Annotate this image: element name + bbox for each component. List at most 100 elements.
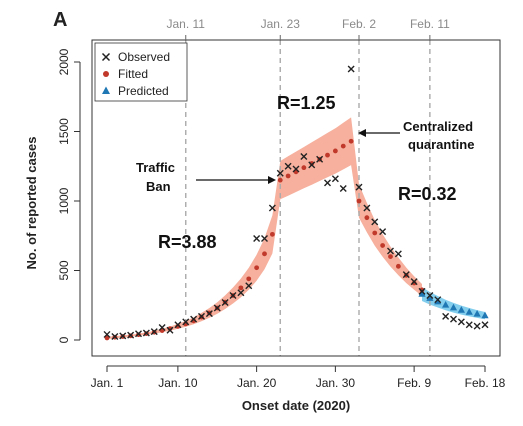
observed-point [324, 179, 331, 187]
observed-point [111, 333, 119, 341]
observed-point [292, 165, 300, 173]
observed-point [371, 218, 379, 226]
observed-point [237, 289, 245, 297]
predicted-point [473, 310, 481, 317]
quarantine-arrowhead [358, 129, 366, 137]
observed-point [465, 321, 473, 329]
predicted-point [442, 300, 450, 308]
legend-label: Observed [118, 50, 170, 64]
predicted-point [434, 297, 442, 305]
r-value-label: R=1.25 [277, 93, 336, 113]
x-axis-title: Onset date (2020) [242, 398, 350, 413]
fitted-point [364, 215, 370, 221]
fitted-point [246, 276, 252, 282]
observed-point [308, 161, 316, 169]
traffic-ban-label-line2: Ban [146, 179, 171, 194]
fitted-point [388, 254, 393, 259]
observed-point [331, 175, 339, 183]
observed-point [221, 298, 229, 306]
observed-point [434, 296, 442, 304]
observed-point [166, 326, 174, 334]
observed-point [158, 323, 166, 331]
observed-point [339, 184, 347, 192]
observed-point [261, 235, 268, 243]
predicted-point [457, 306, 465, 313]
y-tick-label: 500 [57, 260, 71, 280]
observed-point [198, 312, 205, 320]
observed-point [276, 169, 284, 177]
observed-point [253, 235, 261, 243]
fitted-point [262, 251, 267, 257]
observed-point [135, 330, 142, 338]
traffic-ban-label-line1: Traffic [136, 160, 175, 175]
fitted-point [372, 230, 378, 236]
observed-point [103, 330, 111, 338]
fitted-point [411, 280, 417, 286]
predicted-point [418, 290, 426, 297]
top-tick-label: Feb. 11 [410, 17, 450, 31]
fitted-point [254, 265, 260, 271]
r-value-label: R=0.32 [398, 184, 457, 204]
fitted-point [356, 198, 362, 204]
centralized-quarantine-label-line2: quarantine [408, 137, 474, 152]
centralized-quarantine-label-line1: Centralized [403, 119, 473, 134]
data-points [103, 65, 489, 341]
observed-point [442, 312, 450, 320]
fitted-point [104, 335, 110, 341]
observed-point [481, 321, 489, 329]
fitted-point [309, 161, 315, 166]
observed-point [379, 228, 387, 236]
fitted-point [301, 165, 307, 171]
observed-point [119, 332, 127, 340]
legend: Observed Fitted Predicted [94, 42, 188, 102]
observed-point [182, 318, 190, 326]
observed-point [300, 153, 308, 161]
fitted-point [332, 148, 338, 154]
legend-box [94, 42, 188, 102]
annotations: R=3.88 R=1.25 R=0.32 Traffic Ban Centralized q… [136, 93, 474, 252]
observed-point [450, 315, 457, 323]
legend-observed-icon [101, 52, 111, 62]
x-tick-label: Jan. 20 [237, 376, 277, 390]
observed-point [205, 310, 213, 318]
fitted-point [419, 287, 425, 293]
observed-point [410, 278, 418, 286]
observed-point [190, 315, 198, 323]
traffic-ban-arrowhead [268, 176, 276, 184]
r-value-label: R=3.88 [158, 232, 217, 252]
fitted-point [277, 177, 283, 183]
observed-point [347, 65, 355, 73]
top-tick-label: Jan. 23 [261, 17, 301, 31]
plot-border [91, 39, 501, 357]
observed-point [355, 183, 363, 191]
y-tick-label: 1000 [57, 187, 71, 214]
fitted-point [340, 143, 346, 149]
observed-point [150, 328, 158, 336]
predicted-point [426, 294, 434, 301]
fitted-band [107, 117, 422, 340]
observed-point [174, 321, 182, 329]
axes: Jan. 11 Jan. 23 Feb. 2 Feb. 11 Jan. 1 Jan. 10… [57, 17, 506, 390]
y-tick-label: 1500 [57, 118, 71, 145]
x-tick-label: Feb. 9 [397, 376, 431, 390]
fitted-point [325, 152, 330, 158]
panel-label: A [53, 9, 67, 31]
legend-predicted-icon [102, 86, 110, 94]
y-tick-label: 0 [57, 336, 71, 343]
predicted-point [481, 311, 489, 319]
x-tick-label: Jan. 10 [158, 376, 198, 390]
observed-point [316, 155, 324, 163]
plot-frame [91, 39, 501, 357]
y-tick-label: 2000 [57, 48, 71, 75]
predicted-point [449, 303, 458, 311]
fitted-point [348, 138, 354, 144]
fitted-point [285, 173, 291, 179]
observed-point [418, 287, 426, 295]
legend-fitted-icon [103, 71, 109, 77]
observed-point [473, 322, 481, 330]
observed-point [457, 318, 465, 326]
observed-point [127, 331, 135, 339]
predicted-point [465, 308, 473, 315]
